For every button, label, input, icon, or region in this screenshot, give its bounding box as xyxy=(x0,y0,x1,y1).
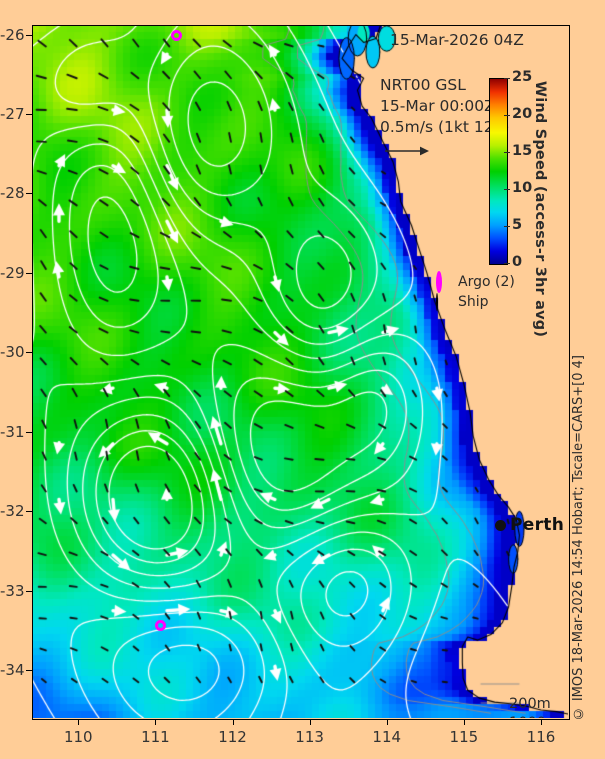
currents-and-contours-overlay xyxy=(32,25,568,718)
y-tick-mark xyxy=(26,34,32,36)
y-tick-label: -29 xyxy=(0,263,25,282)
colorbar xyxy=(489,78,508,265)
x-tick-label: 113 xyxy=(295,728,324,746)
x-tick-mark xyxy=(232,719,234,725)
x-tick-label: 114 xyxy=(372,728,402,746)
y-tick-label: -32 xyxy=(0,502,25,521)
date-stamp: 15-Mar-2026 04Z xyxy=(390,31,524,49)
legend-item-argo: Argo (2) xyxy=(435,271,515,293)
model-info-block: NRT00 GSL 15-Mar 00:00Z 0.5m/s (1kt 12h) xyxy=(380,75,509,138)
map-axes[interactable]: 15-Mar-2026 04Z NRT00 GSL 15-Mar 00:00Z … xyxy=(32,25,568,718)
colorbar-tick-label: 0 xyxy=(512,254,523,270)
y-tick-label: -27 xyxy=(0,105,25,123)
colorbar-tick-label: 15 xyxy=(512,143,533,159)
colorbar-tick-label: 20 xyxy=(512,106,533,122)
model-name: NRT00 GSL xyxy=(380,76,466,94)
y-tick-mark xyxy=(26,272,32,274)
colorbar-tick-mark xyxy=(504,78,510,79)
colorbar-tick-mark xyxy=(504,189,510,190)
colorbar-label: Wind Speed (access-r 3hr avg) xyxy=(532,81,548,338)
colorbar-tick-label: 25 xyxy=(512,69,533,85)
reference-vector-arrow xyxy=(384,143,430,157)
x-tick-mark xyxy=(463,719,465,725)
x-tick-mark xyxy=(541,719,542,725)
argo-float-marker[interactable] xyxy=(155,620,166,631)
y-tick-label: -28 xyxy=(0,184,25,203)
argo-circle-icon xyxy=(435,271,451,293)
x-tick-mark xyxy=(155,719,157,725)
x-tick-label: 116 xyxy=(526,728,556,746)
y-tick-mark xyxy=(26,114,32,115)
city-label-perth: Perth xyxy=(510,515,565,535)
x-tick-label: 115 xyxy=(449,728,479,746)
model-valid-time: 15-Mar 00:00Z xyxy=(380,97,495,115)
y-tick-label: -34 xyxy=(0,661,25,680)
x-tick-label: 110 xyxy=(63,728,93,746)
legend-label-argo: Argo (2) xyxy=(458,274,515,290)
legend-label-ship: Ship xyxy=(458,294,489,310)
marker-legend: Argo (2) Ship xyxy=(435,271,515,312)
x-tick-label: 111 xyxy=(141,728,170,746)
depth-label-200m: 200m xyxy=(509,696,551,712)
colorbar-tick-mark xyxy=(504,226,510,227)
y-tick-mark xyxy=(26,431,32,433)
credit-text: © IMOS 18-Mar-2026 14:54 Hobart; Tscale=… xyxy=(571,355,586,721)
y-tick-mark xyxy=(26,590,32,592)
depth-contour-legend: 200m 1000m xyxy=(509,695,560,718)
colorbar-tick-mark xyxy=(504,115,510,116)
y-tick-mark xyxy=(26,193,32,195)
x-tick-mark xyxy=(309,719,311,725)
colorbar-tick-mark xyxy=(504,152,510,153)
y-tick-label: -30 xyxy=(0,343,25,362)
colorbar-tick-label: 5 xyxy=(512,217,523,233)
x-tick-label: 112 xyxy=(218,728,247,746)
y-tick-mark xyxy=(26,352,32,354)
city-dot-icon xyxy=(495,519,506,531)
x-tick-mark xyxy=(78,719,80,725)
colorbar-tick-mark xyxy=(504,263,510,264)
ship-circle-icon xyxy=(435,293,451,311)
argo-float-marker[interactable] xyxy=(171,30,182,41)
y-tick-label: -33 xyxy=(0,581,25,600)
legend-item-ship: Ship xyxy=(435,292,515,312)
y-tick-label: -26 xyxy=(0,25,25,44)
y-tick-mark xyxy=(26,670,32,672)
colorbar-tick-label: 10 xyxy=(512,180,533,196)
depth-label-1000m: 1000m xyxy=(509,714,560,718)
y-tick-mark xyxy=(26,511,32,513)
x-tick-mark xyxy=(386,719,388,725)
city-marker-perth: Perth xyxy=(495,515,564,535)
vector-scale-text: 0.5m/s (1kt 12h) xyxy=(380,118,510,136)
y-tick-label: -31 xyxy=(0,422,25,441)
